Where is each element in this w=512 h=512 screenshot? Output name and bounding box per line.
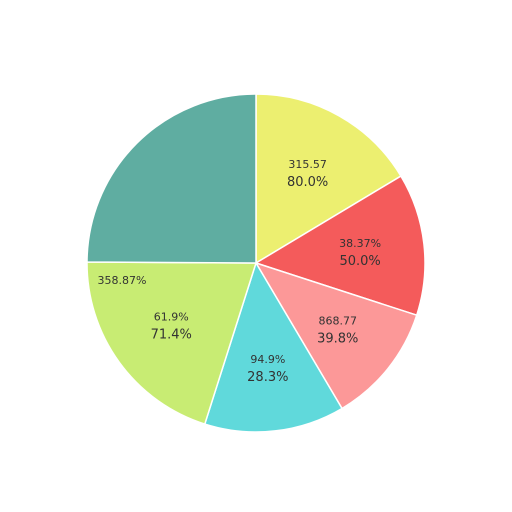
slice-3-top-label: 868.77: [319, 315, 358, 328]
pie-slices: [86, 93, 426, 433]
pie-labels: 315.57 80.0% 38.37% 50.0% 868.77 39.8% 94.9% 28…: [98, 158, 382, 385]
slice-2-top-label: 38.37%: [339, 237, 381, 250]
pie-slice-1: [255, 93, 402, 265]
slice-1-bottom-label: 80.0%: [287, 175, 328, 190]
pie-slice-2: [254, 175, 426, 317]
slice-4-top-label: 94.9%: [250, 353, 285, 366]
slice-1-top-label: 315.57: [288, 158, 327, 171]
slice-2-bottom-label: 50.0%: [339, 254, 380, 269]
pie-slice-6: [86, 93, 257, 264]
pie-slice-3: [254, 261, 418, 410]
extra-label-1: 358.87%: [98, 274, 147, 287]
slice-5-top-label: 61.9%: [154, 311, 189, 324]
slice-4-bottom-label: 28.3%: [247, 370, 288, 385]
slice-3-bottom-label: 39.8%: [317, 332, 358, 347]
slice-5-bottom-label: 71.4%: [151, 328, 192, 343]
pie-slice-5: [86, 261, 258, 425]
pie-slice-4: [203, 261, 344, 433]
